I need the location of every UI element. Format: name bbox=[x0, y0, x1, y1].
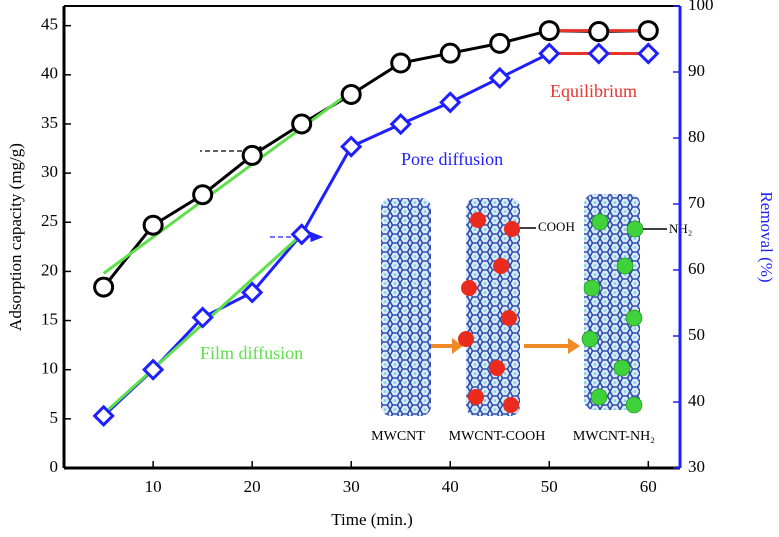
marker bbox=[340, 83, 362, 105]
y2-tick-label: 40 bbox=[688, 391, 705, 410]
x-tick-label: 30 bbox=[343, 477, 360, 496]
nanotube bbox=[584, 194, 640, 410]
marker bbox=[488, 66, 511, 90]
x-tick-label: 20 bbox=[244, 477, 261, 496]
y-tick-label: 45 bbox=[41, 15, 58, 34]
marker bbox=[92, 404, 115, 427]
y-tick-label: 40 bbox=[41, 64, 58, 83]
x-tick-label: 60 bbox=[640, 477, 657, 496]
y2-tick-label: 80 bbox=[688, 127, 705, 146]
y2-tick-label: 100 bbox=[688, 0, 714, 14]
marker bbox=[290, 223, 313, 246]
marker bbox=[93, 276, 115, 298]
marker bbox=[389, 113, 412, 136]
marker bbox=[489, 32, 511, 54]
group-label: COOH bbox=[538, 219, 575, 234]
marker bbox=[390, 52, 412, 74]
y2-tick-label: 50 bbox=[688, 325, 705, 344]
y-tick-label: 30 bbox=[41, 162, 58, 181]
y-tick-label: 35 bbox=[41, 113, 58, 132]
marker bbox=[587, 42, 610, 65]
y-tick-label: 25 bbox=[41, 211, 58, 230]
arrow bbox=[524, 338, 580, 354]
data-line bbox=[102, 52, 649, 417]
y2-tick-label: 30 bbox=[688, 457, 705, 476]
inset-illustration: COOH NH₂ MWCNT MWCNT-COOH MWCNT-NH₂ bbox=[371, 194, 692, 444]
marker bbox=[291, 113, 313, 135]
marker bbox=[637, 42, 660, 65]
marker bbox=[538, 42, 561, 65]
marker bbox=[588, 21, 610, 43]
x-axis-label: Time (min.) bbox=[331, 510, 413, 529]
marker bbox=[340, 135, 363, 158]
data-line bbox=[102, 29, 649, 289]
y-tick-label: 10 bbox=[41, 359, 58, 378]
y-tick-label: 0 bbox=[50, 457, 59, 476]
marker bbox=[241, 144, 263, 166]
nh2-groups bbox=[581, 213, 644, 414]
inset-label: MWCNT bbox=[371, 429, 425, 444]
annotation: Pore diffusion bbox=[401, 149, 503, 169]
inset-label: MWCNT-COOH bbox=[449, 429, 546, 444]
marker bbox=[439, 91, 462, 114]
nanotube bbox=[381, 198, 431, 416]
marker bbox=[241, 281, 264, 304]
marker bbox=[142, 214, 164, 236]
y2-tick-label: 70 bbox=[688, 193, 705, 212]
marker bbox=[439, 42, 461, 64]
fit-line bbox=[102, 90, 353, 275]
y-tick-label: 15 bbox=[41, 309, 58, 328]
marker bbox=[637, 20, 659, 42]
y2-tick-label: 90 bbox=[688, 61, 705, 80]
y-tick-label: 5 bbox=[50, 408, 59, 427]
x-tick-label: 50 bbox=[541, 477, 558, 496]
x-tick-label: 40 bbox=[442, 477, 459, 496]
marker bbox=[191, 306, 214, 329]
annotation: Film diffusion bbox=[200, 343, 303, 363]
annotation: Equilibrium bbox=[550, 81, 637, 101]
y-axis-label: Adsorption capacity (mg/g) bbox=[6, 143, 25, 331]
nanotube bbox=[466, 198, 520, 416]
arrow bbox=[431, 338, 463, 354]
marker bbox=[192, 184, 214, 206]
cooh-groups bbox=[458, 212, 520, 413]
marker bbox=[142, 358, 165, 381]
y2-tick-label: 60 bbox=[688, 259, 705, 278]
x-tick-label: 10 bbox=[145, 477, 162, 496]
y2-axis-label: Removal (%) bbox=[757, 191, 776, 282]
marker bbox=[538, 20, 560, 42]
inset-label: MWCNT-NH₂ bbox=[573, 429, 655, 444]
y-tick-label: 20 bbox=[41, 260, 58, 279]
